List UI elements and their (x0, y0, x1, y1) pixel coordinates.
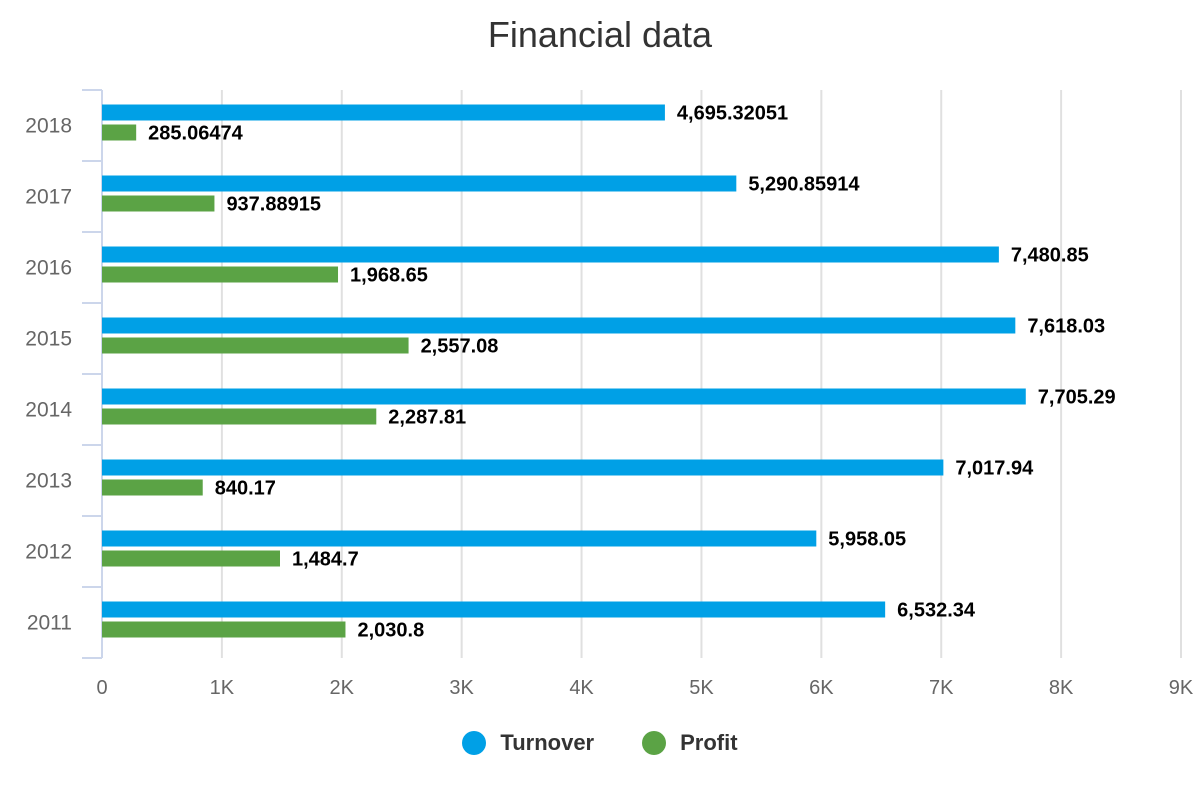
legend-label-profit: Profit (680, 730, 738, 755)
category-label: 2013 (25, 470, 72, 493)
x-tick-label: 2K (330, 677, 355, 699)
data-label-profit: 2,287.81 (388, 407, 466, 429)
bar-turnover (102, 104, 665, 121)
data-label-turnover: 6,532.34 (897, 600, 976, 622)
data-label-turnover: 7,705.29 (1038, 387, 1116, 409)
legend-swatch-turnover (462, 731, 487, 755)
bar-profit (102, 124, 137, 141)
bar-turnover (102, 388, 1026, 405)
category-label: 2011 (27, 612, 72, 635)
data-label-turnover: 5,958.05 (828, 529, 906, 551)
data-label-turnover: 7,017.94 (955, 458, 1034, 480)
bar-turnover (102, 317, 1016, 334)
category-label: 2012 (25, 541, 72, 564)
data-label-turnover: 4,695.32051 (677, 103, 788, 125)
category-label: 2017 (25, 186, 72, 209)
x-tick-label: 1K (210, 677, 235, 699)
legend-item-profit[interactable]: Profit (642, 730, 738, 756)
data-label-profit: 1,968.65 (350, 265, 428, 287)
bar-profit (102, 550, 280, 567)
bar-turnover (102, 459, 944, 476)
x-tick-label: 8K (1049, 677, 1074, 699)
data-label-profit: 840.17 (215, 478, 276, 500)
data-label-turnover: 5,290.85914 (748, 174, 860, 196)
category-label: 2014 (25, 399, 72, 422)
x-tick-label: 0 (96, 677, 107, 699)
data-label-profit: 1,484.7 (292, 549, 359, 571)
x-tick-label: 3K (449, 677, 474, 699)
bar-turnover (102, 601, 886, 618)
legend: Turnover Profit (0, 730, 1200, 756)
chart-title: Financial data (487, 14, 713, 55)
data-label-profit: 937.88915 (226, 194, 321, 216)
bar-turnover (102, 246, 999, 263)
bar-profit (102, 621, 346, 638)
bar-profit (102, 479, 203, 496)
x-tick-label: 5K (689, 677, 714, 699)
legend-label-turnover: Turnover (500, 730, 595, 755)
category-label: 2016 (25, 257, 72, 280)
data-label-profit: 285.06474 (148, 123, 243, 145)
category-label: 2018 (25, 115, 72, 138)
x-tick-label: 4K (569, 677, 594, 699)
data-label-turnover: 7,618.03 (1027, 316, 1105, 338)
x-tick-label: 9K (1169, 677, 1194, 699)
bar-turnover (102, 175, 737, 192)
bar-turnover (102, 530, 817, 547)
data-label-profit: 2,557.08 (421, 336, 499, 358)
bar-profit (102, 337, 409, 354)
bar-profit (102, 195, 215, 212)
category-label: 2015 (25, 328, 72, 351)
x-tick-label: 6K (809, 677, 834, 699)
legend-swatch-profit (642, 731, 667, 755)
legend-item-turnover[interactable]: Turnover (462, 730, 594, 756)
data-label-turnover: 7,480.85 (1011, 245, 1089, 267)
bar-profit (102, 266, 339, 283)
data-label-profit: 2,030.8 (357, 620, 424, 642)
bar-profit (102, 408, 377, 425)
x-tick-label: 7K (929, 677, 954, 699)
